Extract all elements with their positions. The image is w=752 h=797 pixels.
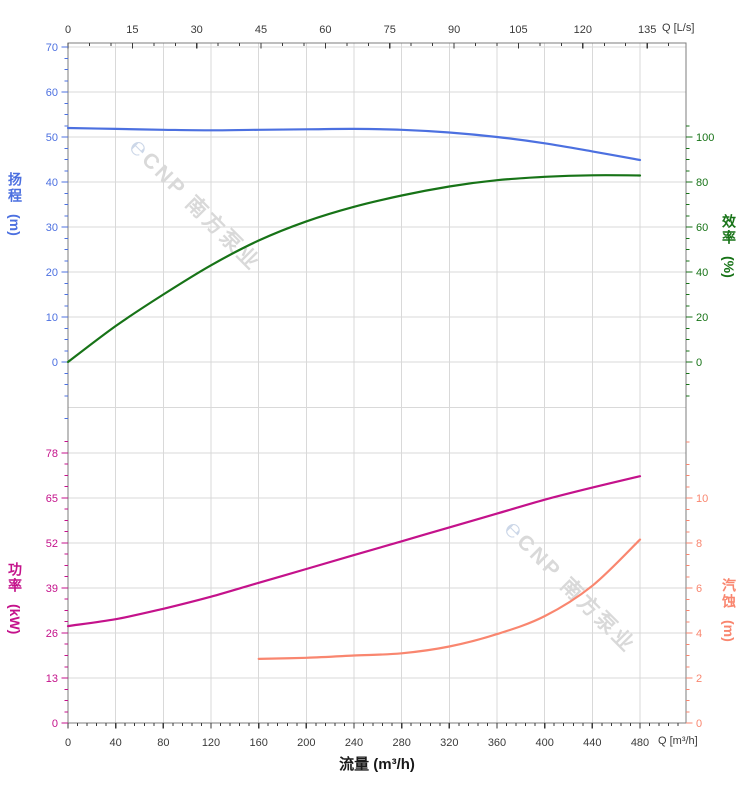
top-tick-label: 30 bbox=[191, 24, 203, 36]
top-axis-unit-label: Q [L/s] bbox=[662, 22, 695, 34]
head-tick-label: 10 bbox=[46, 312, 58, 324]
bottom-tick-label: 160 bbox=[249, 737, 267, 749]
efficiency-tick-label: 60 bbox=[696, 222, 708, 234]
x-axis-title: 流量 (m³/h) bbox=[339, 756, 415, 773]
efficiency-tick-label: 20 bbox=[696, 312, 708, 324]
head-tick-label: 50 bbox=[46, 132, 58, 144]
gridlines bbox=[68, 43, 686, 723]
power-tick-label: 78 bbox=[46, 448, 58, 460]
bottom-tick-label: 80 bbox=[157, 737, 169, 749]
power-tick-label: 39 bbox=[46, 583, 58, 595]
head-curve bbox=[66, 126, 642, 162]
npsh-tick-label: 10 bbox=[696, 493, 708, 505]
top-tick-label: 15 bbox=[126, 24, 138, 36]
power-tick-label: 26 bbox=[46, 628, 58, 640]
top-tick-label: 45 bbox=[255, 24, 267, 36]
top-tick-label: 75 bbox=[384, 24, 396, 36]
axis-title-efficiency-cjk: 效率 bbox=[721, 214, 737, 246]
head-tick-label: 70 bbox=[46, 42, 58, 54]
axis-title-head-cjk: 扬程 bbox=[7, 172, 23, 204]
axis-title-power-unit: (kW) bbox=[7, 604, 23, 635]
axis-title-efficiency: 效率 (%) bbox=[721, 214, 737, 278]
bottom-tick-label: 400 bbox=[535, 737, 553, 749]
bottom-tick-label: 120 bbox=[202, 737, 220, 749]
power-tick-label: 13 bbox=[46, 673, 58, 685]
axis-title-efficiency-unit: (%) bbox=[721, 256, 737, 278]
watermark-brand-text: CNP 南方泵业 bbox=[512, 529, 641, 658]
bottom-tick-label: 240 bbox=[345, 737, 363, 749]
axis-title-head: 扬程 (m) bbox=[7, 172, 23, 236]
power-tick-label: 65 bbox=[46, 493, 58, 505]
axis-title-power-cjk: 功率 bbox=[7, 562, 23, 594]
watermark-brand: ℮CNP 南方泵业 bbox=[499, 514, 643, 658]
watermark-brand: ℮CNP 南方泵业 bbox=[124, 132, 268, 276]
efficiency-tick-label: 0 bbox=[696, 357, 702, 369]
head-tick-label: 0 bbox=[52, 357, 58, 369]
efficiency-tick-label: 80 bbox=[696, 177, 708, 189]
axis-title-npsh-cjk: 汽蚀 bbox=[721, 578, 737, 610]
bottom-tick-label: 440 bbox=[583, 737, 601, 749]
power-tick-label: 0 bbox=[52, 718, 58, 730]
efficiency-tick-label: 100 bbox=[696, 132, 714, 144]
top-tick-label: 0 bbox=[65, 24, 71, 36]
bottom-tick-label: 480 bbox=[631, 737, 649, 749]
head-tick-label: 20 bbox=[46, 267, 58, 279]
top-tick-label: 135 bbox=[638, 24, 656, 36]
bottom-tick-label: 280 bbox=[392, 737, 410, 749]
npsh-curve bbox=[257, 538, 642, 660]
npsh-tick-label: 8 bbox=[696, 538, 702, 550]
plot-border bbox=[67, 42, 687, 724]
bottom-tick-label: 0 bbox=[65, 737, 71, 749]
top-tick-label: 60 bbox=[319, 24, 331, 36]
axis-title-npsh-unit: (m) bbox=[721, 620, 737, 642]
npsh-tick-label: 2 bbox=[696, 673, 702, 685]
top-tick-label: 90 bbox=[448, 24, 460, 36]
bottom-tick-label: 40 bbox=[110, 737, 122, 749]
curves bbox=[66, 126, 642, 660]
axis-title-npsh: 汽蚀 (m) bbox=[721, 578, 737, 642]
axis-title-power: 功率 (kW) bbox=[7, 562, 23, 635]
bottom-tick-label: 320 bbox=[440, 737, 458, 749]
npsh-tick-label: 4 bbox=[696, 628, 702, 640]
head-tick-label: 30 bbox=[46, 222, 58, 234]
efficiency-curve bbox=[66, 174, 642, 364]
head-tick-label: 60 bbox=[46, 87, 58, 99]
efficiency-tick-label: 40 bbox=[696, 267, 708, 279]
power-tick-label: 52 bbox=[46, 538, 58, 550]
top-tick-label: 120 bbox=[574, 24, 592, 36]
bottom-tick-label: 360 bbox=[488, 737, 506, 749]
top-tick-label: 105 bbox=[509, 24, 527, 36]
bottom-axis-unit-label: Q [m³/h] bbox=[658, 735, 698, 747]
head-tick-label: 40 bbox=[46, 177, 58, 189]
watermark-brand-text: CNP 南方泵业 bbox=[137, 147, 266, 276]
npsh-tick-label: 0 bbox=[696, 718, 702, 730]
npsh-tick-label: 6 bbox=[696, 583, 702, 595]
bottom-tick-label: 200 bbox=[297, 737, 315, 749]
power-curve bbox=[66, 475, 642, 628]
axis-title-head-unit: (m) bbox=[7, 214, 23, 236]
